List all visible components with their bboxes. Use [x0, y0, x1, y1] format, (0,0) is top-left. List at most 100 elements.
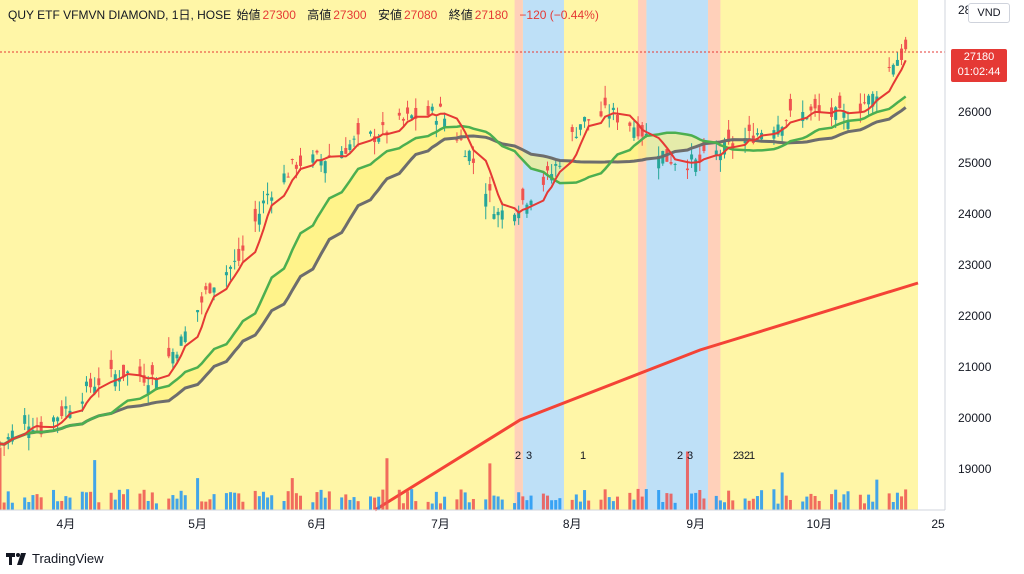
volume-bar: [455, 499, 459, 510]
tradingview-logo[interactable]: TradingView: [6, 551, 104, 566]
volume-bar: [541, 493, 545, 510]
yellow-zone: [0, 0, 918, 510]
volume-bar: [858, 494, 862, 510]
volume-bar: [64, 496, 68, 510]
blue-zone-0: [522, 0, 564, 510]
candle-body: [52, 417, 56, 422]
volume-bar: [167, 498, 171, 510]
candle-body: [871, 93, 875, 107]
volume-bar: [266, 497, 270, 510]
volume-bar: [895, 492, 899, 510]
volume-bar: [377, 496, 381, 510]
candle-body: [80, 401, 84, 404]
volume-bar: [60, 500, 64, 510]
candle-body: [150, 365, 154, 375]
volume-bar: [196, 478, 200, 510]
volume-bar: [574, 494, 578, 510]
tradingview-icon: [6, 552, 26, 565]
candle-body: [842, 112, 846, 118]
volume-bar: [644, 489, 648, 510]
candle-body: [138, 366, 142, 376]
candle-body: [356, 123, 360, 135]
volume-bar: [80, 491, 84, 510]
volume-bar: [554, 500, 558, 510]
volume-bar: [875, 479, 879, 510]
volume-bar: [784, 495, 788, 510]
currency-button[interactable]: VND: [968, 3, 1010, 23]
candle-body: [89, 378, 93, 388]
volume-bar: [603, 489, 607, 510]
orange-zone-2: [708, 0, 721, 510]
candle-body: [286, 176, 290, 178]
candle-body: [270, 197, 274, 201]
signal-marker: 2: [677, 450, 683, 462]
volume-bar: [93, 460, 97, 510]
volume-bar: [550, 500, 554, 510]
candle-body: [541, 176, 545, 185]
high-value: 27300: [333, 8, 367, 22]
volume-bar: [570, 499, 574, 510]
candle-body: [529, 200, 533, 206]
volume-bar: [109, 492, 113, 510]
volume-bar: [270, 495, 274, 510]
candle-body: [723, 141, 727, 155]
volume-bar: [463, 492, 467, 510]
volume-bar: [257, 496, 261, 510]
x-tick-label: 10月: [807, 517, 832, 531]
volume-bar: [529, 495, 533, 510]
volume-bar: [685, 451, 689, 510]
candle-body: [414, 107, 418, 119]
candle-body: [224, 272, 228, 276]
close-label: 終値: [448, 8, 473, 22]
volume-bar: [484, 499, 488, 510]
signal-marker: 3: [687, 450, 693, 462]
volume-bar: [714, 495, 718, 510]
volume-bar: [27, 502, 31, 510]
candle-body: [64, 406, 68, 409]
candle-body: [570, 127, 574, 132]
volume-bar: [224, 493, 228, 510]
volume-bar: [690, 493, 694, 510]
x-tick-label: 9月: [686, 517, 705, 531]
volume-bar: [113, 499, 117, 510]
volume-bar: [887, 493, 891, 510]
volume-bar: [838, 502, 842, 510]
candle-body: [471, 158, 475, 163]
volume-bar: [496, 496, 500, 510]
x-tick-label: 8月: [563, 517, 582, 531]
volume-bar: [23, 497, 27, 510]
candle-body: [900, 48, 904, 60]
candle-body: [583, 116, 587, 122]
volume-bar: [900, 496, 904, 510]
candle-body: [142, 375, 146, 383]
volume-bar: [311, 502, 315, 510]
candle-body: [862, 102, 866, 104]
volume-bar: [434, 491, 438, 510]
candle-body: [858, 103, 862, 113]
volume-bar: [546, 495, 550, 510]
volume-bar: [373, 497, 377, 510]
candle-body: [109, 359, 113, 370]
candle-body: [463, 156, 467, 158]
volume-bar: [904, 489, 908, 510]
candle-body: [233, 260, 237, 262]
volume-bar: [834, 489, 838, 510]
candle-body: [426, 106, 430, 116]
candle-body: [290, 159, 294, 161]
volume-bar: [673, 502, 677, 510]
volume-bar: [867, 494, 871, 510]
volume-bar: [290, 478, 294, 510]
candle-body: [904, 39, 908, 50]
candle-body: [299, 155, 303, 166]
candle-body: [813, 98, 817, 109]
volume-bar: [146, 500, 150, 510]
y-tick-label: 19000: [958, 462, 992, 476]
candle-body: [368, 131, 372, 134]
volume-bar: [68, 497, 72, 510]
volume-bar: [607, 497, 611, 510]
volume-bar: [348, 499, 352, 510]
candle-body: [546, 166, 550, 171]
candle-body: [587, 119, 591, 121]
candle-body: [838, 95, 842, 109]
